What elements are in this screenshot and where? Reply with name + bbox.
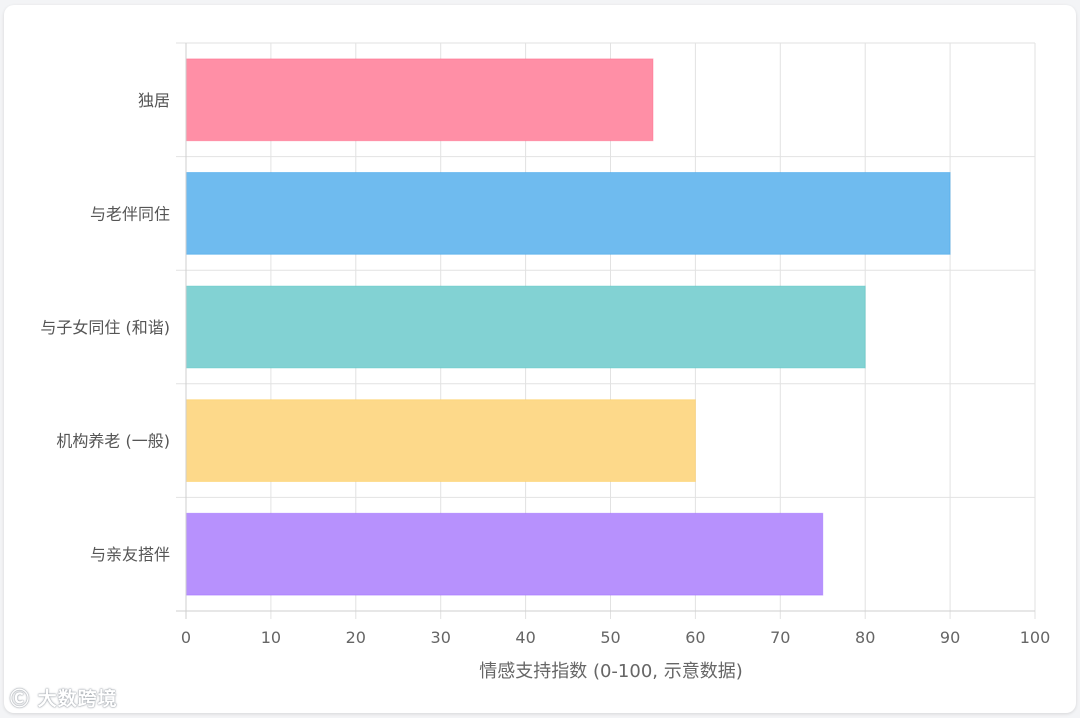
x-tick-label: 90 bbox=[940, 628, 960, 647]
x-tick-label: 10 bbox=[261, 628, 281, 647]
x-tick-label: 50 bbox=[600, 628, 620, 647]
y-category-label: 与子女同住 (和谐) bbox=[40, 318, 170, 337]
x-tick-label: 0 bbox=[181, 628, 191, 647]
watermark: Ⓒ 大数跨境 bbox=[10, 684, 118, 711]
x-axis-title: 情感支持指数 (0-100, 示意数据) bbox=[479, 661, 743, 682]
axes bbox=[176, 43, 1035, 619]
bar bbox=[185, 399, 696, 482]
x-tick-label: 80 bbox=[855, 628, 875, 647]
x-tick-labels: 0 10 20 30 40 50 60 70 80 90 100 bbox=[181, 628, 1050, 647]
y-category-label: 与亲友搭伴 bbox=[90, 545, 170, 564]
watermark-text: 大数跨境 bbox=[37, 688, 118, 710]
x-tick-label: 100 bbox=[1020, 628, 1051, 647]
bars bbox=[185, 58, 951, 596]
y-category-label: 机构养老 (一般) bbox=[56, 432, 170, 451]
x-tick-label: 40 bbox=[515, 628, 535, 647]
x-tick-label: 30 bbox=[431, 628, 451, 647]
bar bbox=[185, 512, 824, 596]
logo-icon: Ⓒ bbox=[10, 688, 31, 710]
x-tick-label: 70 bbox=[770, 628, 790, 647]
y-category-label: 独居 bbox=[138, 91, 170, 110]
x-tick-label: 60 bbox=[685, 628, 705, 647]
bar bbox=[185, 58, 654, 142]
y-category-label: 与老伴同住 bbox=[90, 204, 170, 223]
bar bbox=[185, 285, 866, 369]
x-tick-label: 20 bbox=[346, 628, 366, 647]
bar bbox=[185, 172, 951, 255]
